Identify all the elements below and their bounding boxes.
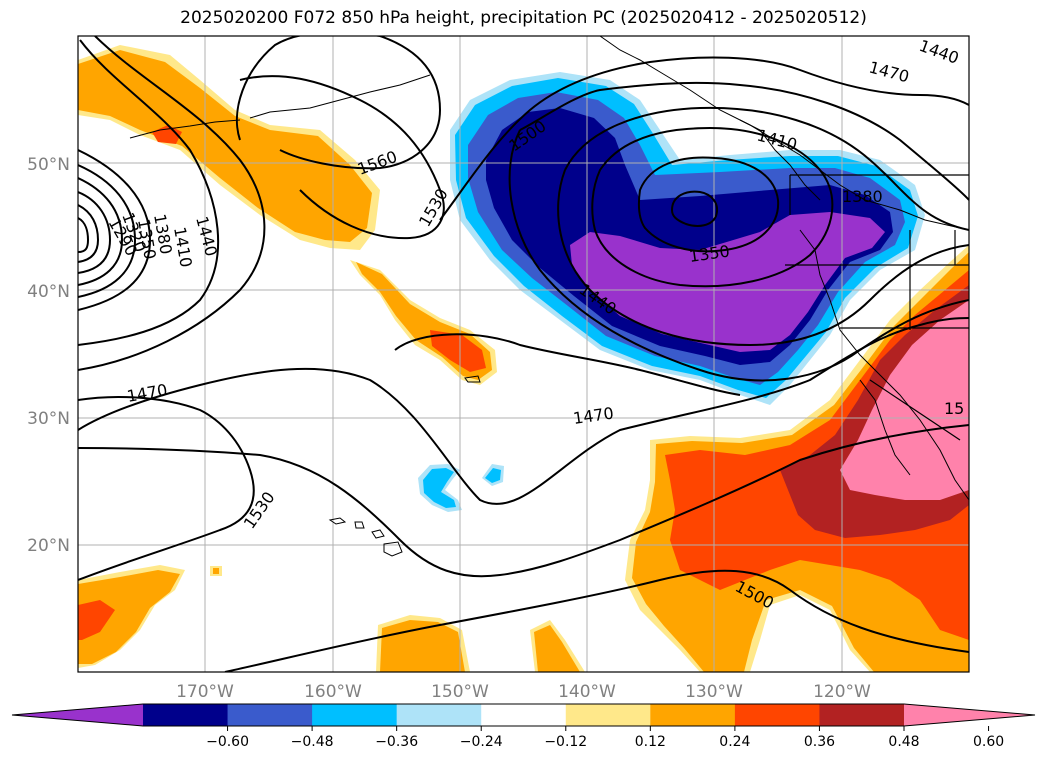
colorbar-swatch — [734, 704, 820, 726]
plot-frame — [77, 35, 970, 673]
colorbar-tick-label: −0.48 — [291, 734, 334, 750]
lat-labels: 50°N 40°N 30°N 20°N — [27, 155, 70, 556]
colorbar-tick-label: −0.36 — [375, 734, 418, 750]
colorbar: −0.60 −0.48 −0.36 −0.24 −0.12 0.12 0.24 0.36 0.4… — [11, 703, 1036, 750]
lat-label: 40°N — [27, 282, 70, 302]
lon-label: 170°W — [176, 682, 234, 702]
colorbar-tick-label: 0.24 — [719, 734, 750, 750]
lon-label: 150°W — [431, 682, 489, 702]
contour-label: 1380 — [842, 187, 883, 206]
colorbar-tick-label: −0.24 — [460, 734, 503, 750]
colorbar-swatch — [819, 704, 905, 726]
colorbar-swatch — [481, 704, 567, 726]
colorbar-extend-low — [12, 704, 143, 726]
colorbar-swatch — [143, 704, 229, 726]
colorbar-tick-label: 0.36 — [804, 734, 835, 750]
lon-label: 130°W — [685, 682, 743, 702]
colorbar-swatch — [227, 704, 313, 726]
height-contours — [78, 36, 969, 672]
colorbar-swatch — [650, 704, 736, 726]
colorbar-tick-label: 0.48 — [888, 734, 919, 750]
lat-label: 50°N — [27, 155, 70, 175]
colorbar-extend-high — [904, 704, 1035, 726]
gridlines — [78, 36, 969, 672]
political-borders — [785, 174, 969, 441]
lon-label: 160°W — [304, 682, 362, 702]
lon-label: 120°W — [813, 682, 871, 702]
colorbar-tick-label: 0.12 — [635, 734, 666, 750]
lat-label: 30°N — [27, 409, 70, 429]
colorbar-swatch — [565, 704, 651, 726]
colorbar-swatch — [312, 704, 398, 726]
lon-label: 140°W — [558, 682, 616, 702]
colorbar-outline — [11, 703, 1036, 727]
colorbar-tick-label: −0.12 — [544, 734, 587, 750]
contour-label: 15 — [944, 399, 964, 418]
map-title: 2025020200 F072 850 hPa height, precipit… — [180, 8, 867, 28]
colorbar-tick-label: 0.60 — [973, 734, 1004, 750]
colorbar-swatch — [396, 704, 482, 726]
lat-label: 20°N — [27, 536, 70, 556]
shade-low-purple — [570, 212, 885, 352]
lon-labels: 170°W 160°W 150°W 140°W 130°W 120°W — [176, 682, 871, 702]
colorbar-tick-label: −0.60 — [206, 734, 249, 750]
